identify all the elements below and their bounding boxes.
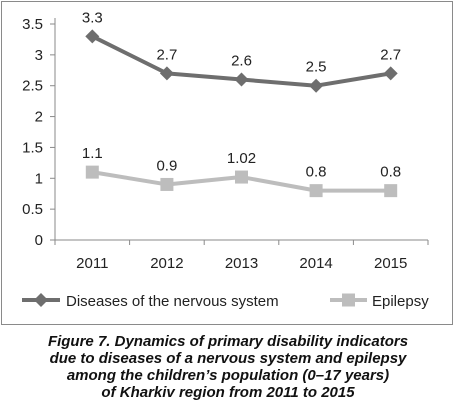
- figure-caption: Figure 7. Dynamics of primary disability…: [0, 333, 456, 401]
- series-2-point: [160, 177, 174, 191]
- chart-frame: [1, 1, 453, 325]
- series-2-point: [85, 165, 99, 179]
- data-label: 2.7: [380, 46, 401, 63]
- y-tick-label: 2: [35, 109, 43, 126]
- data-label: 2.6: [231, 53, 252, 70]
- series-1-point: [309, 78, 324, 93]
- y-tick-label: 0.5: [22, 201, 43, 218]
- y-tick-label: 3: [35, 47, 43, 64]
- y-tick-label: 1.5: [22, 139, 43, 156]
- series-1-point: [159, 66, 174, 81]
- x-tick-label: 2015: [374, 255, 407, 272]
- x-tick-label: 2013: [225, 255, 258, 272]
- x-tick-label: 2011: [76, 255, 108, 272]
- caption-line-4: of Kharkiv region from 2011 to 2015: [101, 384, 355, 401]
- y-tick-label: 0: [35, 232, 43, 249]
- data-label: 1.1: [82, 145, 103, 162]
- data-label: 0.8: [380, 164, 401, 181]
- legend-marker-2: [342, 293, 355, 307]
- series-2-point: [309, 184, 323, 198]
- y-tick-label: 2.5: [22, 78, 43, 95]
- series-2-point: [384, 184, 398, 198]
- caption-line-2: due to diseases of a nervous system and …: [49, 350, 407, 367]
- data-label: 2.5: [306, 59, 327, 76]
- data-label: 1.02: [227, 150, 256, 167]
- x-tick-label: 2014: [299, 255, 332, 272]
- data-label: 2.7: [156, 46, 177, 63]
- series-1-point: [85, 29, 100, 44]
- legend-label-1: Diseases of the nervous system: [66, 293, 279, 310]
- x-tick-label: 2012: [150, 255, 183, 272]
- legend-marker-1: [34, 293, 48, 307]
- series-2-point: [235, 170, 248, 184]
- data-label: 0.8: [306, 164, 327, 181]
- line-chart: 0 0.5 1 1.5 2 2.5 3 3.5 2011 2012 2013 2014 2015 3.3 2…: [22, 9, 429, 310]
- series-1-point: [234, 72, 249, 87]
- data-label: 0.9: [156, 157, 177, 174]
- legend-label-2: Epilepsy: [372, 293, 429, 310]
- series-1-point: [383, 66, 398, 81]
- caption-line-3: among the children’s population (0–17 ye…: [66, 367, 390, 384]
- caption-line-1: Figure 7. Dynamics of primary disability…: [47, 333, 409, 350]
- y-tick-label: 1: [35, 170, 43, 187]
- data-label: 3.3: [82, 9, 103, 26]
- y-tick-label: 3.5: [22, 16, 43, 33]
